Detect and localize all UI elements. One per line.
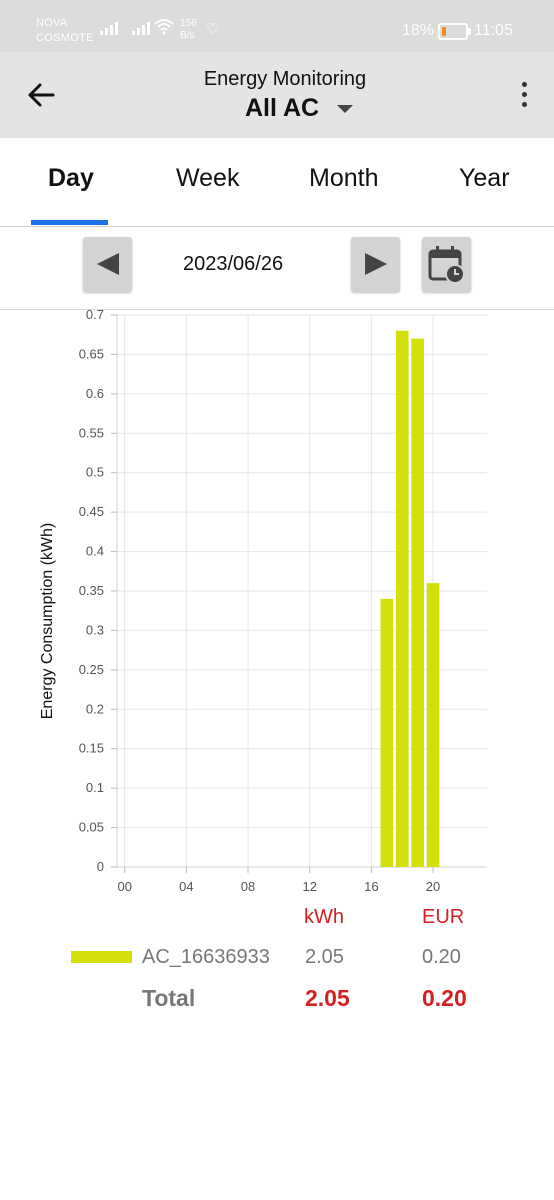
previous-date-button[interactable] [83,237,132,292]
total-eur-value: 0.20 [422,985,467,1011]
energy-bar-chart: 0 0.05 0.1 0.15 0.2 0.25 0.3 0.35 0.4 0.45 0.5 0.55… [39,309,487,894]
dropdown-caret-icon[interactable] [337,105,353,113]
y-tick-label: 0.1 [86,780,104,795]
y-tick-label: 0.45 [79,504,104,519]
kwh-column-header: kWh [304,906,344,928]
battery-percent: 18% [401,22,434,39]
x-tick-label: 20 [426,879,440,894]
y-tick-label: 0.05 [79,820,104,835]
carrier-name: NOVA COSMOTE [36,16,94,46]
y-tick-label: 0.35 [79,583,104,598]
x-tick-label: 12 [302,879,316,894]
total-label: Total [142,985,196,1011]
device-selector[interactable]: All AC [245,94,320,122]
battery-icon [438,23,471,40]
y-tick-label: 0.15 [79,741,104,756]
carrier-line-1: NOVA [36,17,68,29]
y-tick-label: 0.7 [86,309,104,322]
bar-hour-19 [411,338,424,868]
y-tick-label: 0.2 [86,701,104,716]
tab-week[interactable]: Week [176,164,240,192]
network-speed: 156 B/s [180,18,197,42]
x-tick-label: 08 [241,879,255,894]
status-bar: NOVA COSMOTE 156 B/s ♡ 18% 11:05 [0,0,554,52]
y-tick-label: 0 [97,859,104,874]
health-heart-icon: ♡ [206,21,220,38]
y-tick-label: 0.65 [79,346,104,361]
eur-column-header: EUR [422,906,465,928]
wifi-icon [154,19,174,35]
speed-unit: B/s [180,30,195,41]
selected-date: 2023/06/26 [183,253,284,275]
tab-day[interactable]: Day [48,164,94,192]
speed-value: 156 [180,18,197,29]
y-tick-label: 0.6 [86,386,104,401]
signal-icon [100,22,118,35]
tab-month[interactable]: Month [309,164,379,192]
next-arrow-icon [365,253,387,275]
more-options-icon[interactable] [522,82,527,107]
total-kwh-value: 2.05 [305,985,350,1011]
y-axis-title: Energy Consumption (kWh) [39,523,56,720]
bar-hour-20 [426,583,440,867]
x-tick-label: 04 [179,879,193,894]
x-tick-label: 00 [117,879,131,894]
y-tick-label: 0.4 [86,544,104,559]
series-eur-value: 0.20 [422,946,461,968]
back-arrow-icon[interactable] [26,80,56,110]
y-tick-label: 0.25 [79,662,104,677]
clock: 11:05 [474,22,513,39]
bar-hour-18 [395,330,409,867]
page-subtitle: Energy Monitoring [203,68,367,90]
y-tick-label: 0.5 [86,465,104,480]
consumption-summary: kWh EUR AC_16636933 2.05 0.20 Total 2.05… [0,900,554,1030]
period-tabs: Day Week Month Year [0,138,554,227]
y-tick-label: 0.55 [79,425,104,440]
y-tick-label: 0.3 [86,622,104,637]
series-color-swatch [71,951,132,963]
signal-icon-2 [132,22,150,35]
active-tab-indicator [31,220,108,225]
bar-hour-17 [380,598,394,867]
date-navigator: 2023/06/26 [0,227,554,310]
x-tick-label: 16 [364,879,378,894]
app-bar: Energy Monitoring All AC [0,52,554,138]
previous-arrow-icon [97,253,119,275]
calendar-button[interactable] [422,237,471,292]
series-name: AC_16636933 [142,946,270,968]
next-date-button[interactable] [351,237,400,292]
calendar-clock-icon [428,246,465,284]
tab-year[interactable]: Year [459,164,510,192]
carrier-line-2: COSMOTE [36,32,94,44]
series-kwh-value: 2.05 [305,946,344,968]
